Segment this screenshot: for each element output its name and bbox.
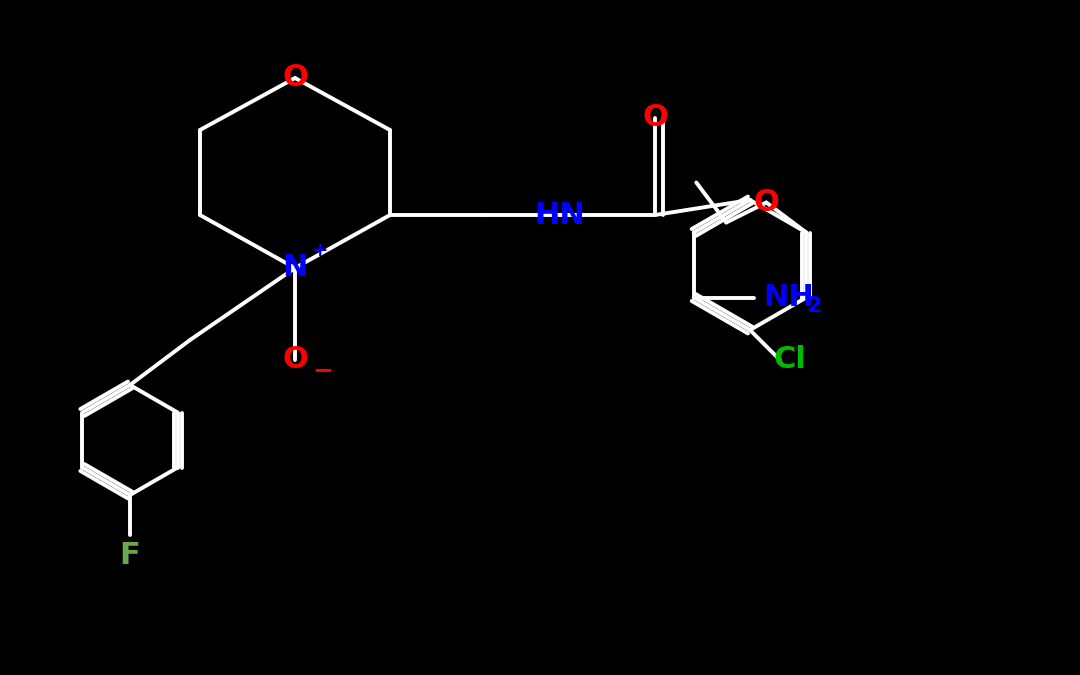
Text: O: O <box>282 63 308 92</box>
Text: NH: NH <box>764 283 814 312</box>
Text: N: N <box>282 254 308 283</box>
Text: O: O <box>643 103 667 132</box>
Text: F: F <box>120 541 140 570</box>
Text: −: − <box>312 358 334 382</box>
Text: +: + <box>312 240 328 259</box>
Text: O: O <box>754 188 780 217</box>
Text: Cl: Cl <box>773 346 807 375</box>
Text: HN: HN <box>535 200 585 230</box>
Text: 2: 2 <box>806 296 822 315</box>
Text: O: O <box>282 346 308 375</box>
